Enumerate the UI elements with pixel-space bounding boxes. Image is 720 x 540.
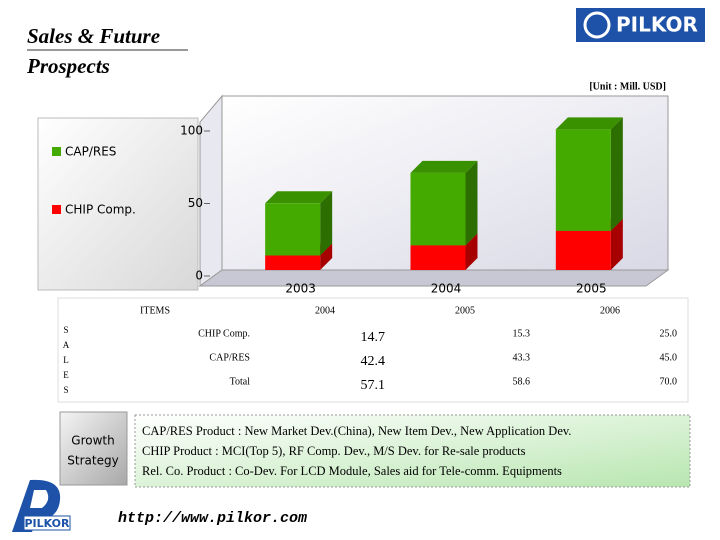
table-cell: 45.0 bbox=[660, 352, 678, 363]
bar-top bbox=[410, 160, 478, 173]
table-cell: 14.7 bbox=[361, 330, 386, 345]
bar bbox=[555, 129, 611, 231]
legend-panel bbox=[37, 117, 199, 291]
table-cell: 70.0 bbox=[660, 376, 678, 387]
x-tick-label: 2003 bbox=[285, 282, 316, 296]
table-header: 2004 bbox=[315, 305, 335, 316]
footer-logo-plate bbox=[23, 515, 71, 531]
x-tick-label: 2004 bbox=[431, 282, 462, 296]
table-cell: 57.1 bbox=[361, 378, 386, 393]
y-tick-label: 50 bbox=[188, 196, 203, 210]
bar bbox=[265, 255, 321, 270]
bar-side bbox=[320, 243, 333, 270]
bar-side bbox=[465, 160, 478, 246]
unit-label: [Unit : Mill. USD] bbox=[589, 81, 666, 92]
url: http://www.pilkor.com bbox=[118, 510, 307, 527]
section-letter: A bbox=[63, 340, 70, 350]
bar-side bbox=[610, 117, 623, 231]
bar bbox=[265, 203, 321, 256]
bar-side bbox=[465, 233, 478, 270]
table-frame bbox=[57, 297, 689, 403]
section-letter: E bbox=[63, 370, 69, 380]
legend-swatch bbox=[52, 147, 61, 156]
table-header: 2005 bbox=[455, 305, 475, 316]
strategy-label: Growth bbox=[71, 434, 114, 448]
bar bbox=[410, 172, 466, 246]
x-tick-label: 2005 bbox=[576, 282, 607, 296]
title-line: Sales & Future bbox=[27, 24, 160, 48]
section-letter: L bbox=[63, 355, 69, 365]
footer-logo-text: PILKOR bbox=[24, 517, 70, 530]
table-cell: 43.3 bbox=[513, 352, 531, 363]
table-cell: 42.4 bbox=[361, 354, 386, 369]
strategy-line: CAP/RES Product : New Market Dev.(China)… bbox=[142, 424, 571, 438]
strategy-label: Strategy bbox=[67, 454, 118, 468]
floor bbox=[198, 269, 670, 287]
table-cell: 58.6 bbox=[513, 376, 531, 387]
legend-label: CAP/RES bbox=[65, 145, 116, 159]
table-header: ITEMS bbox=[140, 305, 170, 316]
bar bbox=[555, 230, 611, 270]
strategy-line: Rel. Co. Product : Co-Dev. For LCD Modul… bbox=[142, 464, 562, 478]
logo-text: PILKOR bbox=[616, 13, 698, 37]
table-cell: CHIP Comp. bbox=[198, 328, 250, 339]
logo-mark bbox=[583, 11, 611, 39]
table-header: 2006 bbox=[600, 305, 620, 316]
table-cell: CAP/RES bbox=[209, 352, 250, 363]
legend-label: CHIP Comp. bbox=[65, 203, 136, 217]
bar-top bbox=[555, 117, 623, 130]
y-tick-label: 0 bbox=[195, 269, 203, 283]
section-letter: S bbox=[63, 325, 68, 335]
bar-top bbox=[265, 191, 333, 204]
bar bbox=[410, 245, 466, 270]
y-tick-label: 100 bbox=[180, 124, 203, 138]
section-letter: S bbox=[63, 385, 68, 395]
legend-swatch bbox=[52, 205, 61, 214]
table-cell: Total bbox=[230, 376, 251, 387]
strategy-line: CHIP Product : MCI(Top 5), RF Comp. Dev.… bbox=[142, 444, 526, 458]
bar-side bbox=[320, 191, 333, 256]
bar-side bbox=[610, 218, 623, 270]
table-cell: 15.3 bbox=[513, 328, 531, 339]
footer-logo-mark bbox=[30, 490, 49, 508]
title-line: Prospects bbox=[26, 54, 110, 78]
strategy-label-box bbox=[59, 411, 128, 486]
side-wall bbox=[199, 94, 223, 287]
table-cell: 25.0 bbox=[660, 328, 678, 339]
strategy-box bbox=[134, 414, 691, 488]
